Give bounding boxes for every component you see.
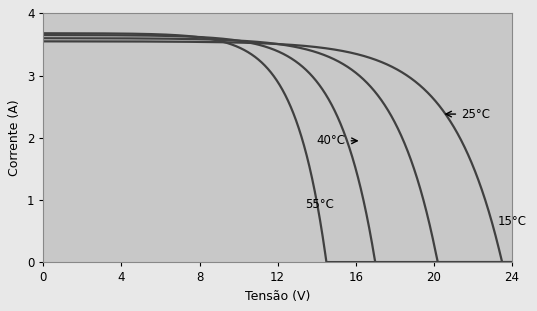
Y-axis label: Corrente (A): Corrente (A) bbox=[9, 100, 21, 176]
Text: 25°C: 25°C bbox=[446, 108, 490, 121]
Text: 15°C: 15°C bbox=[498, 215, 527, 228]
Text: 55°C: 55°C bbox=[305, 198, 334, 211]
Text: 40°C: 40°C bbox=[317, 134, 357, 147]
X-axis label: Tensão (V): Tensão (V) bbox=[245, 290, 310, 303]
